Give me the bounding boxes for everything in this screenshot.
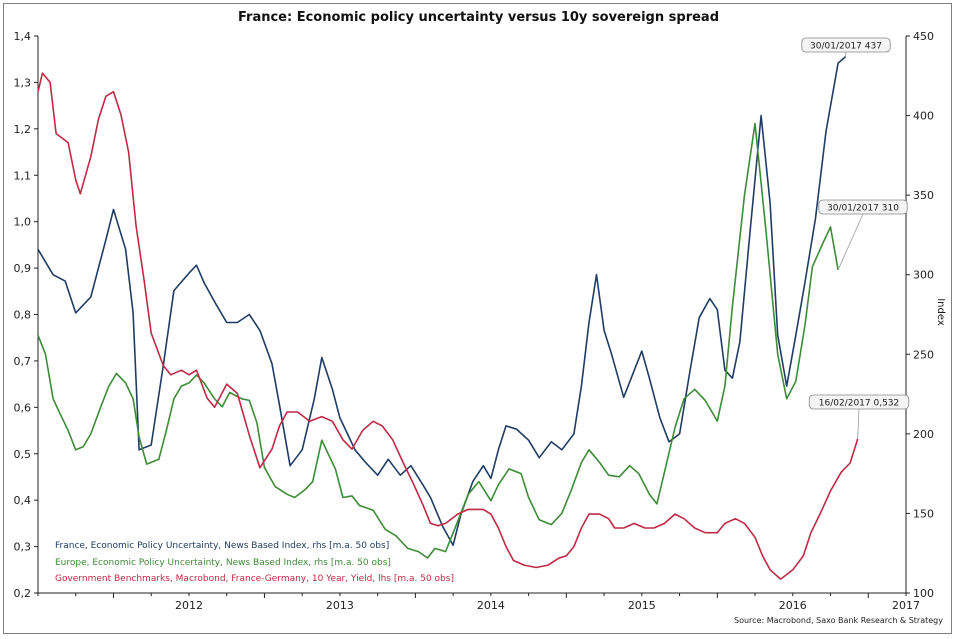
- right-tick-label: 250: [913, 348, 934, 361]
- right-tick-label: 100: [913, 587, 934, 600]
- callout-pointer: [857, 408, 860, 439]
- right-tick-label: 150: [913, 507, 934, 520]
- x-tick-label: 2014: [477, 599, 505, 612]
- callout-box: [801, 37, 891, 53]
- annotations-group: 30/01/2017 437 30/01/2017 310 16/02/2017 0…: [801, 37, 910, 439]
- left-tick-label: 0,8: [14, 309, 32, 322]
- right-tick-label: 200: [913, 428, 934, 441]
- right-tick-label: 300: [913, 269, 934, 282]
- x-tick-label: 2017: [892, 599, 920, 612]
- legend-entry-3: Government Benchmarks, Macrobond, France…: [55, 574, 454, 584]
- axes-group: 0,2 0,3 0,4 0,5 0,6 0,7 0,8 0,9 1,0 1,1 1,2 1,3 1,4 1…: [14, 30, 935, 612]
- left-tick-label: 1,4: [14, 30, 32, 43]
- right-axis-label: Index: [935, 298, 946, 326]
- left-tick-label: 0,5: [14, 448, 32, 461]
- x-tick-label: 2013: [326, 599, 354, 612]
- callout-label: 30/01/2017 310: [827, 204, 899, 214]
- x-tick-label: 2016: [779, 599, 807, 612]
- series-group: [37, 56, 859, 580]
- chart-frame: [3, 3, 952, 634]
- series-line-3: [37, 72, 859, 580]
- callout-label: 30/01/2017 437: [810, 42, 882, 52]
- callout-box: [808, 394, 910, 410]
- right-tick-label: 450: [913, 30, 934, 43]
- right-tick-label: 350: [913, 189, 934, 202]
- left-tick-label: 0,9: [14, 262, 32, 275]
- legend-group: France, Economic Policy Uncertainty, New…: [55, 541, 454, 584]
- left-tick-label: 0,2: [14, 587, 32, 600]
- series-line-2: [37, 122, 839, 559]
- chart-title: France: Economic policy uncertainty vers…: [237, 10, 719, 25]
- right-tick-label: 400: [913, 110, 934, 123]
- left-tick-label: 0,7: [14, 355, 32, 368]
- left-tick-label: 1,0: [14, 216, 32, 229]
- legend-entry-2: Europe, Economic Policy Uncertainty, New…: [55, 558, 391, 568]
- callout-pointer: [837, 213, 864, 271]
- legend-entry-1: France, Economic Policy Uncertainty, New…: [55, 541, 389, 551]
- left-tick-label: 1,1: [14, 169, 32, 182]
- left-tick-label: 1,3: [14, 76, 32, 89]
- left-tick-label: 1,2: [14, 123, 32, 136]
- x-tick-label: 2012: [175, 599, 203, 612]
- left-tick-label: 0,4: [14, 494, 32, 507]
- x-tick-label: 2015: [628, 599, 656, 612]
- left-tick-label: 0,6: [14, 401, 32, 414]
- source-note: Source: Macrobond, Saxo Bank Research & …: [734, 616, 943, 625]
- left-tick-label: 0,3: [14, 541, 32, 554]
- series-line-1: [37, 56, 847, 547]
- callout-box: [818, 199, 908, 215]
- callout-label: 16/02/2017 0,532: [819, 399, 900, 409]
